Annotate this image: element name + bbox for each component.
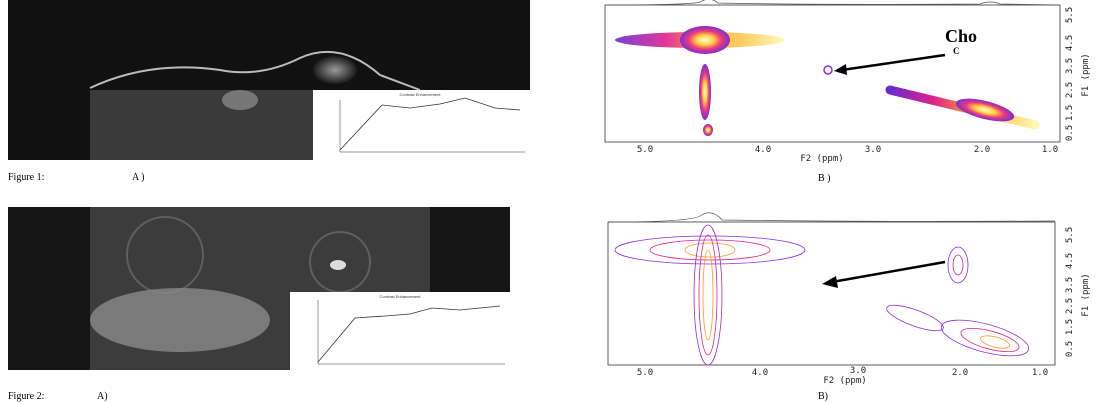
- figure2-spectrum: 5.0 4.0 3.0 2.0 1.0 F2 (ppm) 5.5 4.5 3.5…: [608, 213, 1091, 386]
- figure-label: Figure 1:: [8, 172, 44, 183]
- panel-label: B ): [818, 173, 831, 184]
- inset-title: Contrast Enhancement: [380, 294, 422, 299]
- y-tick-label: 1.5: [1065, 319, 1075, 335]
- figure1-image-a: Contrast Enhancement: [8, 0, 530, 160]
- annotation-sub: C: [953, 46, 960, 56]
- x-tick-label: 5.0: [637, 145, 653, 155]
- x-tick-label: 4.0: [755, 145, 771, 155]
- panel-label: A ): [132, 172, 145, 183]
- y-tick-label: 4.5: [1065, 35, 1075, 51]
- y-tick-label: 0.5: [1065, 125, 1075, 141]
- x-tick-label: 3.0: [865, 145, 881, 155]
- figure1-spectrum: Cho C 5.0 4.0 3.0 2.0 1.0 F2 (ppm) 5.5 4…: [605, 0, 1091, 164]
- x-axis-label: F2 (ppm): [800, 154, 843, 164]
- x-tick-label: 4.0: [752, 368, 768, 378]
- inset-title: Contrast Enhancement: [400, 92, 442, 97]
- annotation: Cho: [945, 26, 977, 46]
- y-tick-label: 2.5: [1065, 298, 1075, 314]
- document: Contrast Enhancement Figure 1: A ) Cho C…: [0, 0, 1105, 402]
- figure2-image-a: Contrast Enhancement: [8, 207, 510, 370]
- x-tick-label: 1.0: [1042, 145, 1058, 155]
- page: { "figure1": { "label": "Figure 1:", "pa…: [0, 0, 1105, 402]
- y-tick-label: 0.5: [1065, 341, 1075, 357]
- y-tick-label: 3.5: [1065, 58, 1075, 74]
- panel-label: B): [818, 391, 828, 402]
- y-tick-label: 4.5: [1065, 253, 1075, 269]
- y-tick-label: 1.5: [1065, 105, 1075, 121]
- x-tick-label: 2.0: [952, 368, 968, 378]
- x-axis-label: F2 (ppm): [823, 376, 866, 386]
- figure-label: Figure 2:: [8, 391, 44, 402]
- panel-label: A): [97, 391, 108, 402]
- y-axis-label: F1 (ppm): [1081, 273, 1091, 316]
- y-tick-label: 5.5: [1065, 7, 1075, 23]
- y-tick-label: 3.5: [1065, 277, 1075, 293]
- x-tick-label: 1.0: [1032, 368, 1048, 378]
- y-axis-label: F1 (ppm): [1081, 53, 1091, 96]
- y-tick-label: 5.5: [1065, 227, 1075, 243]
- y-tick-label: 2.5: [1065, 82, 1075, 98]
- x-tick-label: 5.0: [637, 368, 653, 378]
- x-tick-label: 2.0: [974, 145, 990, 155]
- x-tick-label: 3.0: [850, 366, 866, 376]
